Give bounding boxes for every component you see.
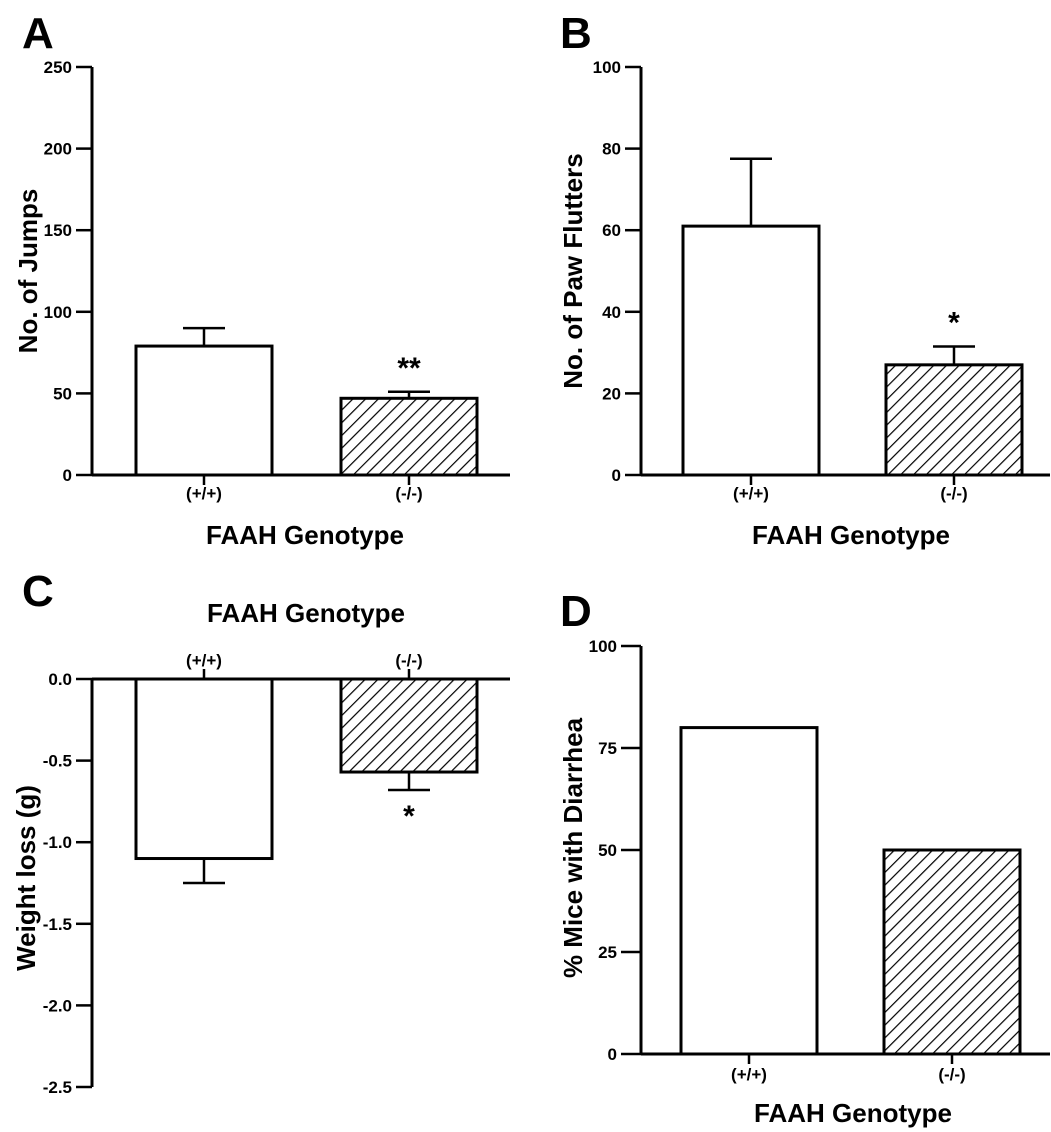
x-axis-label: FAAH Genotype (752, 520, 950, 550)
y-axis-label: No. of Paw Flutters (558, 153, 588, 388)
y-tick-label: 100 (593, 58, 621, 77)
y-tick-label: 0 (612, 466, 621, 485)
bar (134, 344, 274, 477)
panel-d: D 0 25 50 75 100 (+/+) (-/-) FAAH Genotype % Mice… (558, 587, 1050, 1128)
y-tick-label: -0.5 (43, 752, 72, 771)
bar (681, 224, 821, 477)
y-tick-label: 200 (44, 140, 72, 159)
x-axis-label: FAAH Genotype (206, 520, 404, 550)
x-tick-label: (+/+) (731, 1065, 767, 1084)
y-tick-label: 40 (602, 303, 621, 322)
significance-marker: ** (397, 352, 421, 385)
y-axis-label: No. of Jumps (13, 189, 43, 354)
y-tick-label: 100 (44, 303, 72, 322)
significance-marker: * (403, 800, 415, 833)
panel-letter: B (560, 9, 592, 58)
y-tick-label: 50 (53, 384, 72, 403)
y-tick-label: 100 (589, 637, 617, 656)
y-tick-label: 50 (598, 841, 617, 860)
x-tick-label: (-/-) (395, 651, 422, 670)
panel-b: B * 0 20 40 60 80 100 (+/+) (-/-) FAAH Genotype No.… (558, 9, 1050, 550)
y-axis-label: % Mice with Diarrhea (558, 717, 588, 978)
panel-a: A ** 0 50 100 150 200 250 (+/+) (-/-) FAAH Genotyp… (13, 9, 510, 550)
bar (339, 396, 479, 477)
panel-c: C * 0.0 -0.5 -1.0 -1.5 -2.0 -2.5 (+/+) (-/-) FAAH … (11, 567, 510, 1097)
x-tick-label: (-/-) (395, 484, 422, 503)
x-tick-label: (+/+) (186, 651, 222, 670)
panel-letter: D (560, 587, 592, 636)
bar (882, 848, 1022, 1056)
panel-letter: A (22, 9, 54, 58)
y-tick-label: -2.5 (43, 1078, 72, 1097)
x-tick-label: (-/-) (940, 484, 967, 503)
bar (134, 677, 274, 861)
y-tick-label: 250 (44, 58, 72, 77)
bar (884, 363, 1024, 477)
x-tick-label: (+/+) (733, 484, 769, 503)
panel-letter: C (22, 567, 54, 616)
y-tick-label: 0.0 (48, 670, 72, 689)
y-tick-label: 75 (598, 739, 617, 758)
y-tick-label: 60 (602, 221, 621, 240)
significance-marker: * (948, 306, 960, 339)
y-tick-label: -1.0 (43, 833, 72, 852)
x-tick-label: (+/+) (186, 484, 222, 503)
y-tick-label: 150 (44, 221, 72, 240)
x-axis-label: FAAH Genotype (207, 598, 405, 628)
y-tick-label: 20 (602, 384, 621, 403)
x-axis-label: FAAH Genotype (754, 1098, 952, 1128)
y-tick-label: 0 (608, 1045, 617, 1064)
y-tick-label: 0 (63, 466, 72, 485)
bar (339, 677, 479, 774)
y-tick-label: 80 (602, 140, 621, 159)
x-tick-label: (-/-) (938, 1065, 965, 1084)
y-tick-label: -1.5 (43, 915, 72, 934)
bar (679, 726, 819, 1056)
y-tick-label: -2.0 (43, 996, 72, 1015)
y-axis-label: Weight loss (g) (11, 785, 41, 971)
y-tick-label: 25 (598, 943, 617, 962)
